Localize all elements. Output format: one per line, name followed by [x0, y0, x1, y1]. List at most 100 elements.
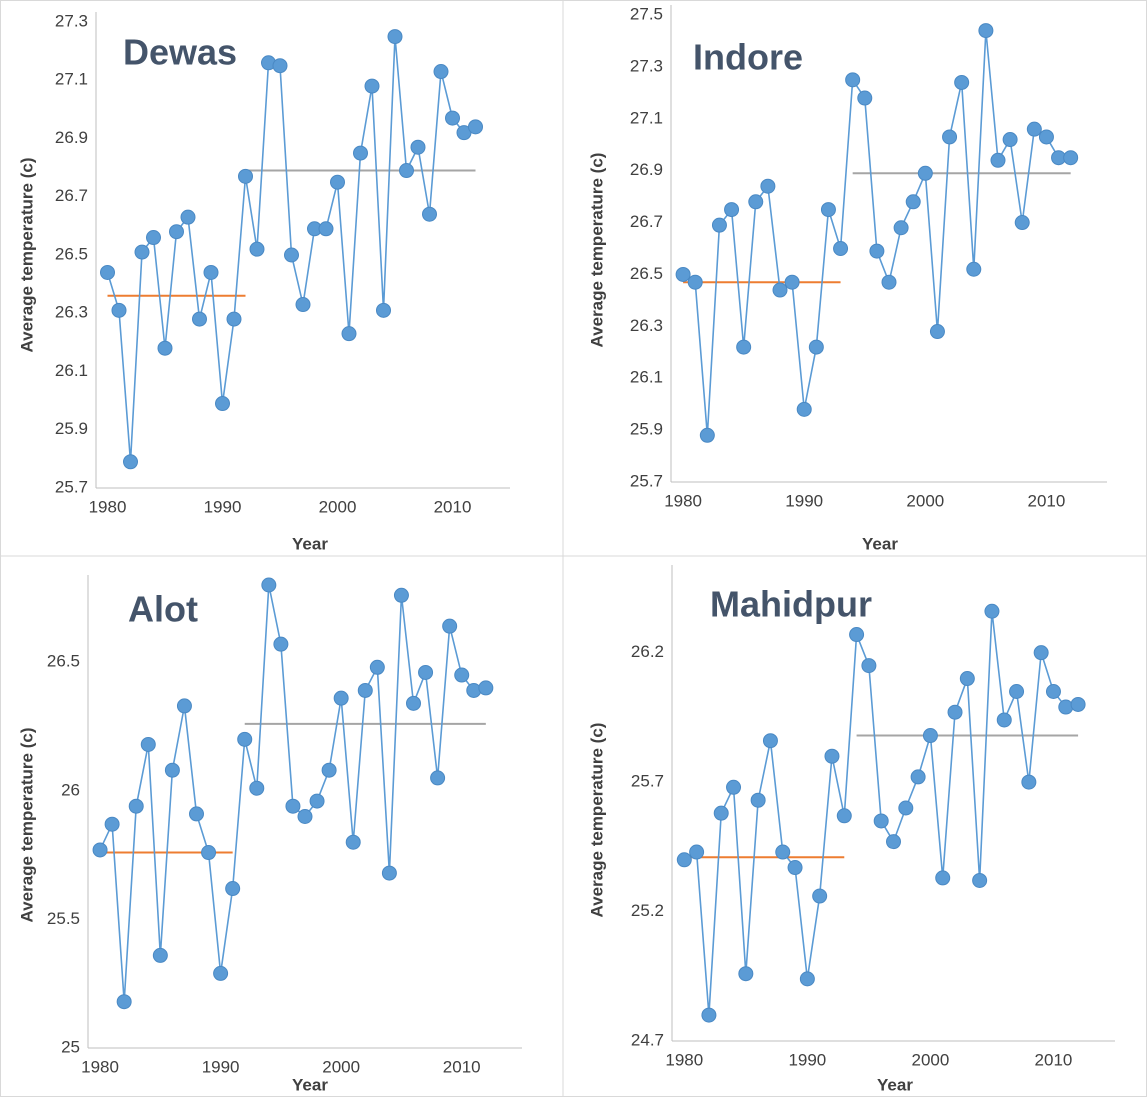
data-point [376, 302, 391, 318]
series-line [683, 611, 1079, 1016]
data-point [418, 664, 434, 680]
data-point [713, 805, 729, 821]
x-axis-label: Year [862, 534, 898, 553]
data-point [249, 241, 265, 257]
x-tick-label: 2010 [1028, 491, 1066, 510]
data-point [406, 695, 421, 711]
x-tick-label: 2000 [906, 491, 944, 510]
data-point [273, 636, 289, 652]
data-point [675, 266, 691, 282]
x-tick-label: 1980 [665, 1050, 703, 1069]
x-tick-label: 1990 [785, 491, 823, 510]
data-point [775, 844, 791, 860]
data-point [748, 194, 764, 210]
data-point [954, 74, 970, 90]
data-point [201, 845, 217, 861]
data-point [972, 872, 988, 888]
y-tick-label: 26.9 [55, 128, 88, 147]
data-point [750, 792, 766, 808]
y-tick-label: 26.1 [55, 361, 88, 380]
y-tick-label: 26.9 [630, 160, 663, 179]
x-tick-label: 1980 [81, 1057, 119, 1076]
data-point [996, 712, 1012, 728]
x-tick-label: 1990 [204, 497, 242, 516]
data-point [910, 769, 926, 785]
data-point [1009, 684, 1025, 699]
data-point [140, 736, 156, 752]
data-point [466, 682, 482, 698]
data-point [284, 247, 299, 263]
y-tick-label: 25.7 [630, 471, 663, 490]
data-point [297, 809, 313, 824]
data-point [249, 780, 265, 796]
y-axis-label: Average temperature (c) [17, 158, 36, 353]
x-tick-label: 1990 [202, 1057, 240, 1076]
data-point [701, 1007, 717, 1023]
data-point [422, 206, 437, 222]
data-point [947, 704, 963, 720]
data-point [330, 174, 345, 190]
data-point [1063, 150, 1079, 166]
data-point [116, 994, 132, 1010]
data-point [873, 813, 889, 829]
data-point [942, 129, 958, 145]
data-point [111, 302, 127, 318]
y-axis-label: Average temperature (c) [587, 153, 606, 348]
y-tick-label: 25.2 [631, 901, 664, 920]
data-point [689, 844, 705, 860]
data-point [833, 241, 849, 256]
data-point [176, 698, 192, 714]
data-point [1045, 684, 1061, 699]
data-point [820, 202, 836, 218]
y-tick-label: 27.5 [630, 4, 663, 23]
data-point [345, 834, 361, 850]
data-point [410, 139, 426, 155]
data-point [881, 274, 897, 290]
data-point [213, 965, 229, 981]
chart-title: Alot [128, 589, 198, 630]
y-tick-label: 26.5 [630, 264, 663, 283]
y-tick-label: 26.2 [631, 642, 664, 661]
y-axis-label: Average temperature (c) [17, 728, 36, 923]
data-point [760, 178, 776, 194]
data-point [357, 682, 373, 698]
y-tick-label: 26.5 [47, 652, 80, 671]
chart-title: Mahidpur [710, 584, 872, 625]
data-point [1002, 132, 1018, 148]
y-tick-label: 26.3 [630, 316, 663, 335]
data-point [272, 58, 288, 74]
data-point [726, 779, 742, 795]
data-point [676, 852, 692, 868]
data-point [1021, 774, 1037, 790]
data-point [381, 865, 397, 881]
data-point [225, 881, 241, 897]
y-axis-label: Average temperature (c) [587, 723, 606, 918]
y-tick-label: 26.1 [630, 368, 663, 387]
data-point [321, 762, 337, 778]
data-point [898, 800, 914, 816]
data-point [1058, 699, 1074, 715]
data-point [146, 230, 161, 246]
data-point [736, 339, 752, 355]
data-point [399, 163, 414, 179]
data-point [1026, 121, 1042, 137]
y-tick-label: 27.3 [55, 11, 88, 30]
data-point [128, 798, 144, 814]
x-tick-label: 1980 [89, 497, 127, 516]
data-point [238, 168, 253, 184]
data-point [341, 326, 357, 342]
data-point [387, 29, 403, 45]
data-point [180, 209, 196, 225]
data-point [123, 454, 138, 470]
data-point [990, 152, 1006, 168]
data-point [442, 618, 458, 634]
data-point [857, 90, 873, 106]
data-point [192, 311, 207, 327]
data-point [966, 261, 982, 277]
data-point [772, 282, 788, 298]
data-point [318, 221, 334, 237]
data-point [468, 119, 483, 135]
data-point [285, 798, 301, 814]
data-point [364, 78, 380, 94]
